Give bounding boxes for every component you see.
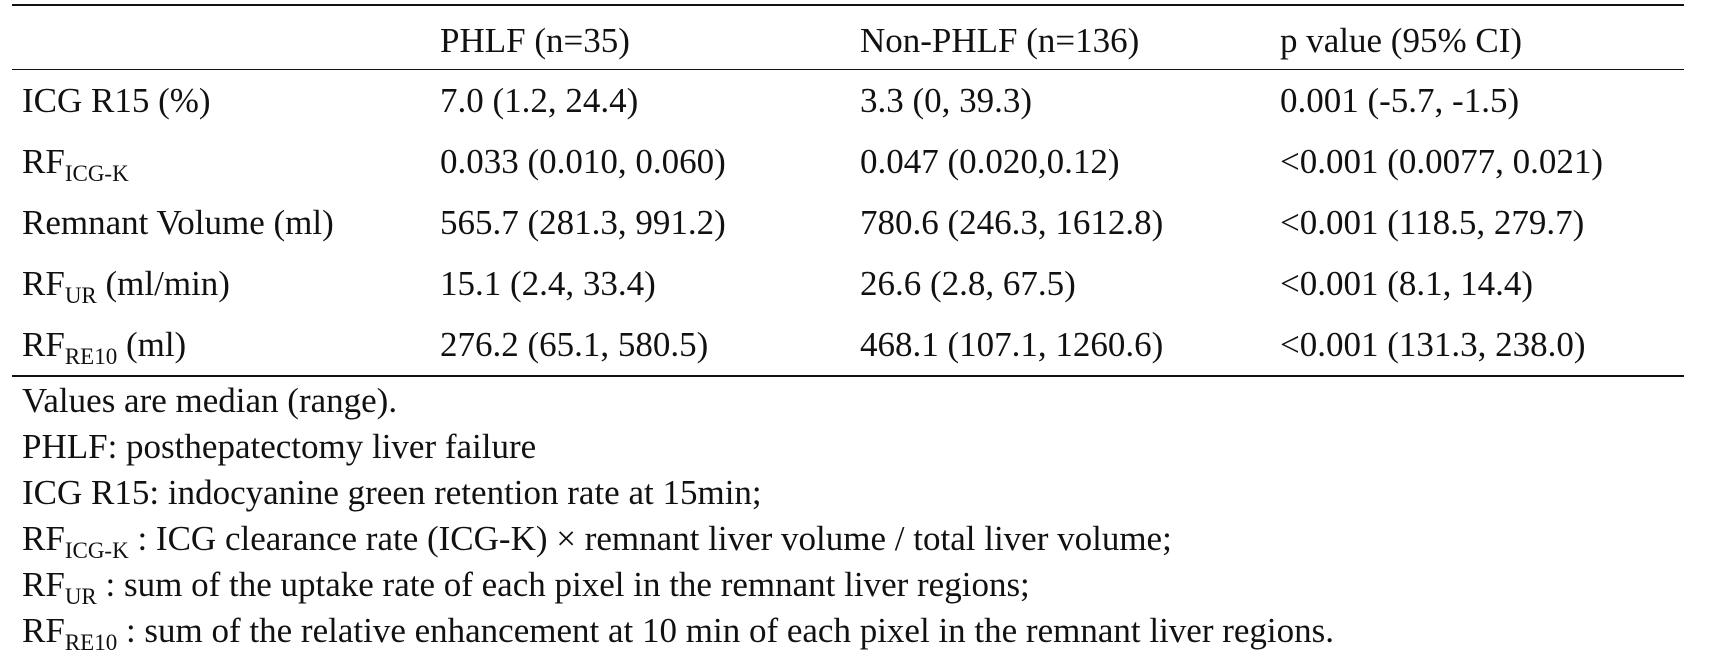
row-label: RFICG-K [22,142,129,186]
header-p-value: p value (95% CI) [1280,4,1684,70]
table-footnotes: Values are median (range). PHLF: posthep… [22,378,1334,654]
row-label: Remnant Volume (ml) [22,203,334,242]
header-phlf: PHLF (n=35) [440,4,860,70]
footnote-icg-r15: ICG R15: indocyanine green retention rat… [22,473,762,512]
header-non-phlf: Non-PHLF (n=136) [860,4,1280,70]
cell-phlf: 15.1 (2.4, 33.4) [440,264,656,303]
cell-p-value: <0.001 (118.5, 279.7) [1280,203,1585,242]
cell-non-phlf: 780.6 (246.3, 1612.8) [860,203,1164,242]
row-label: ICG R15 (%) [22,81,211,120]
cell-non-phlf: 468.1 (107.1, 1260.6) [860,314,1280,377]
table-row: RFUR (ml/min) 15.1 (2.4, 33.4) 26.6 (2.8… [12,253,1684,314]
cell-phlf: 7.0 (1.2, 24.4) [440,81,639,120]
row-label: RFRE10 (ml) [12,314,440,377]
table-row: RFRE10 (ml) 276.2 (65.1, 580.5) 468.1 (1… [12,314,1684,377]
table-row: ICG R15 (%) 7.0 (1.2, 24.4) 3.3 (0, 39.3… [12,70,1684,132]
cell-p-value: 0.001 (-5.7, -1.5) [1280,81,1520,120]
row-label: RFUR (ml/min) [22,264,230,308]
cell-non-phlf: 0.047 (0.020,0.12) [860,142,1120,181]
footnote-phlf: PHLF: posthepatectomy liver failure [22,427,537,466]
cell-p-value: <0.001 (8.1, 14.4) [1280,264,1534,303]
table-header-row: PHLF (n=35) Non-PHLF (n=136) p value (95… [12,4,1684,70]
cell-non-phlf: 26.6 (2.8, 67.5) [860,264,1076,303]
footnote-rf-re10: RFRE10 : sum of the relative enhancement… [22,611,1335,655]
footnote-rf-ur: RFUR : sum of the uptake rate of each pi… [22,565,1030,609]
cell-p-value: <0.001 (131.3, 238.0) [1280,314,1684,377]
results-table-container: PHLF (n=35) Non-PHLF (n=136) p value (95… [12,4,1684,377]
table-row: Remnant Volume (ml) 565.7 (281.3, 991.2)… [12,192,1684,253]
cell-phlf: 565.7 (281.3, 991.2) [440,203,726,242]
footnote-values: Values are median (range). [22,381,398,420]
cell-non-phlf: 3.3 (0, 39.3) [860,81,1033,120]
header-blank [12,4,440,70]
footnote-rf-icg-k: RFICG-K : ICG clearance rate (ICG-K) × r… [22,519,1172,563]
cell-p-value: <0.001 (0.0077, 0.021) [1280,142,1604,181]
cell-phlf: 276.2 (65.1, 580.5) [440,314,860,377]
comparison-table: PHLF (n=35) Non-PHLF (n=136) p value (95… [12,4,1684,377]
table-row: RFICG-K 0.033 (0.010, 0.060) 0.047 (0.02… [12,131,1684,192]
cell-phlf: 0.033 (0.010, 0.060) [440,142,726,181]
